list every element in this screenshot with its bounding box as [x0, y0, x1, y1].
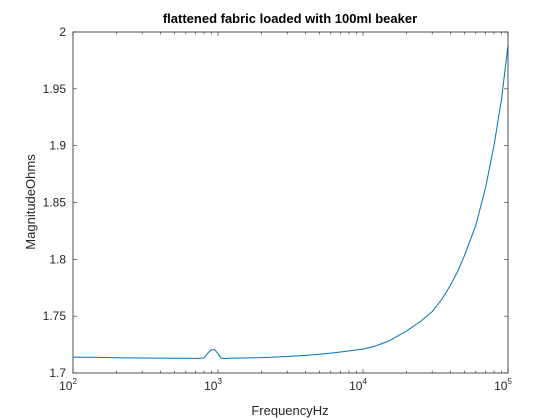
x-tick-exponent: 5	[507, 377, 512, 386]
x-tick-exponent: 3	[217, 377, 222, 386]
x-tick-label: 105	[494, 377, 512, 393]
chart-title: flattened fabric loaded with 100ml beake…	[163, 11, 417, 26]
x-tick-label: 103	[204, 377, 222, 393]
y-axis-label: MagnitudeOhms	[23, 154, 38, 250]
y-tick-label: 1.7	[49, 366, 66, 380]
x-tick-base: 10	[494, 379, 508, 393]
x-tick-base: 10	[349, 379, 363, 393]
y-tick-label: 1.9	[49, 139, 66, 153]
x-tick-exponent: 2	[72, 377, 77, 386]
plot-area	[72, 45, 509, 359]
x-tick-base: 10	[204, 379, 218, 393]
series-line-0	[72, 45, 509, 359]
y-tick-label: 1.8	[49, 252, 66, 266]
x-tick-base: 10	[59, 379, 73, 393]
x-tick-label: 104	[349, 377, 367, 393]
x-axis-label: FrequencyHz	[251, 403, 328, 418]
y-tick-label: 1.75	[43, 309, 67, 323]
y-tick-label: 1.95	[43, 82, 67, 96]
y-tick-label: 1.85	[43, 196, 67, 210]
x-tick-label: 102	[59, 377, 77, 393]
y-tick-label: 2	[59, 25, 66, 39]
x-tick-exponent: 4	[362, 377, 367, 386]
